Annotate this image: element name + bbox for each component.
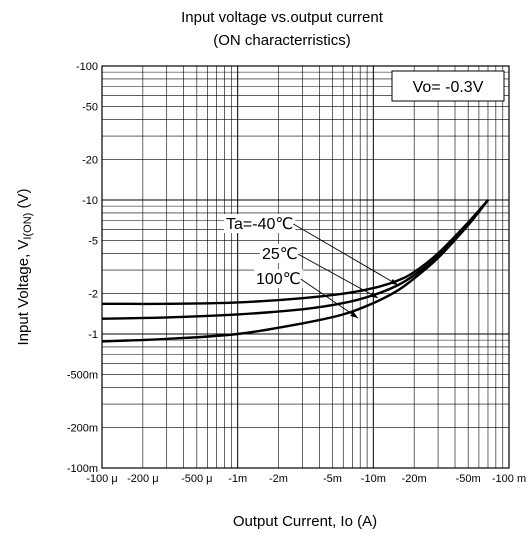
annotation-label-bg [224,214,296,233]
series-line [101,199,489,306]
x-tick-label: -5m [323,473,342,485]
annotation-label: 100℃ [256,271,301,288]
y-tick-label: -100 [76,61,98,73]
y-tick-label: -1 [88,329,98,341]
annotation-leader [300,278,359,319]
condition-box: Vo= -0.3V [391,70,505,102]
x-tick-label: -100 μ [86,473,117,485]
x-tick-label: -2m [269,473,288,485]
x-tick-label: -20m [402,473,427,485]
annotation-label-bg [254,269,303,288]
y-tick-label: -20 [82,155,98,167]
annotation-label-bg [260,244,300,263]
chart-subtitle: (ON characterristics) [213,32,351,49]
annotation-label: Ta=-40℃ [226,216,293,233]
y-tick-label: -50 [82,101,98,113]
y-axis-label: Input Voltage, VI(ON) (V) [15,189,34,346]
y-tick-label: -5 [88,235,98,247]
y-tick-label: -2 [88,289,98,301]
y-axis-label-main: Input Voltage, V [15,240,32,346]
x-tick-label: -1m [228,473,247,485]
x-tick-label: -100 m [492,473,526,485]
y-tick-label: -100m [67,463,98,475]
annotation-leader [293,223,399,286]
annotation-arrowhead [370,291,378,298]
chart-title: Input voltage vs.output current [181,9,384,26]
y-tick-label: -200m [67,423,98,435]
x-tick-label: -500 μ [181,473,212,485]
y-axis-label-unit: (V) [15,189,32,213]
annotation-leader [297,253,379,299]
condition-label: Vo= -0.3V [413,79,484,96]
grid [101,66,509,469]
annotation-label: 25℃ [262,246,298,263]
y-tick-label: -10 [82,195,98,207]
x-axis-label: Output Current, Io (A) [233,513,377,530]
tick-labels: -100 μ -200 μ -500 μ -1m -2m -5m -10m -20m -50m -… [67,61,526,485]
x-tick-label: -10m [361,473,386,485]
annotations: Ta=-40℃ 25℃ 100℃ [224,214,399,319]
series-line [101,199,489,343]
y-axis-label-sub: I(ON) [22,213,34,240]
x-tick-label: -50m [456,473,481,485]
y-tick-label: -500m [67,369,98,381]
plot-frame [101,65,510,469]
annotation-arrowhead [350,311,358,318]
x-tick-label: -200 μ [127,473,158,485]
annotation-arrowhead [390,278,398,285]
